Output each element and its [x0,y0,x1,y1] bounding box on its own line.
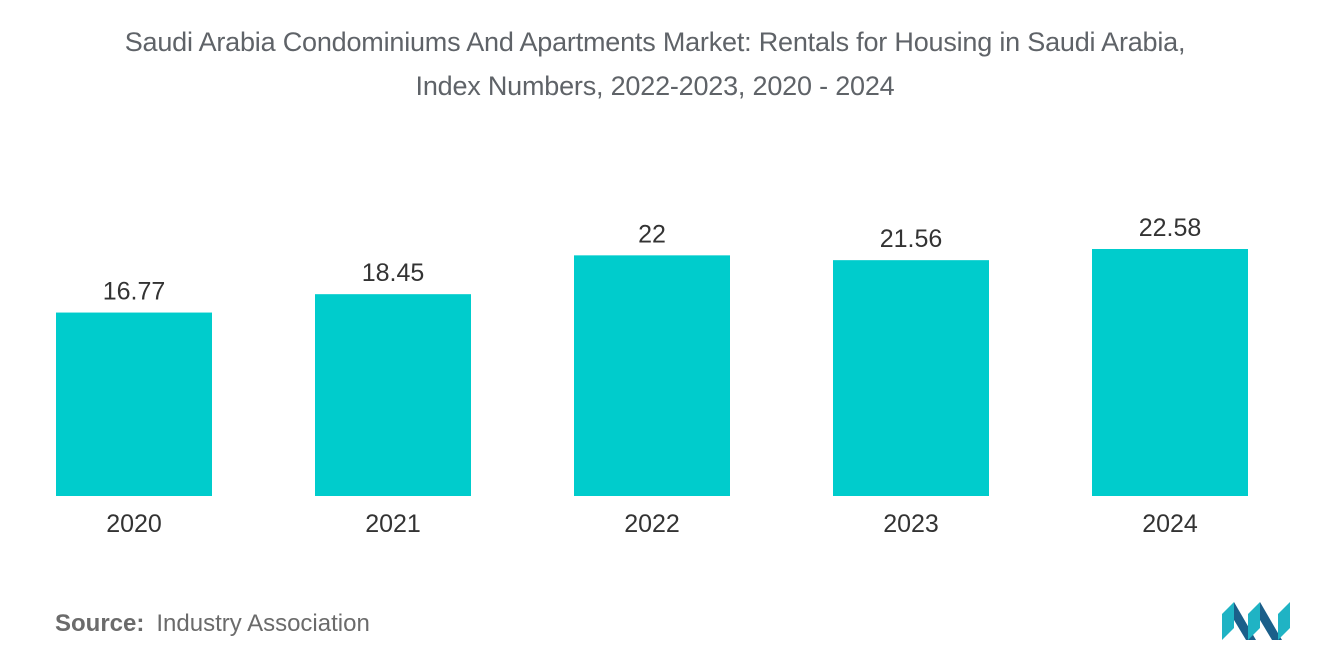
value-label-2021: 18.45 [362,259,425,287]
x-tick-label-2024: 2024 [1142,510,1198,538]
chart-title-line-1: Saudi Arabia Condominiums And Apartments… [124,27,1186,57]
value-label-2023: 21.56 [880,225,943,253]
bar-2023 [833,260,989,496]
value-label-2022: 22 [638,220,666,248]
bar-2021 [315,294,471,496]
bar-2020 [56,312,212,496]
source-label: Source: [55,610,145,637]
source-value: Industry Association [156,610,370,637]
x-tick-label-2023: 2023 [883,510,939,538]
bar-2024 [1092,249,1248,496]
value-label-2020: 16.77 [103,278,166,306]
value-label-2024: 22.58 [1139,214,1202,242]
x-tick-label-2021: 2021 [365,510,421,538]
chart-title: Saudi Arabia Condominiums And Apartments… [0,20,1310,108]
value-labels-group: 16.77 18.45 22 21.56 22.58 [103,214,1202,306]
chart-title-line-2: Index Numbers, 2022-2023, 2020 - 2024 [415,71,895,101]
x-tick-label-2020: 2020 [106,510,162,538]
bar-2022 [574,255,730,496]
x-axis-ticks-group: 2020 2021 2022 2023 2024 [106,510,1198,538]
bars-group [56,249,1248,496]
x-tick-label-2022: 2022 [624,510,680,538]
mordor-intelligence-logo-icon [1222,602,1290,640]
source-note: Source: Industry Association [55,610,370,638]
